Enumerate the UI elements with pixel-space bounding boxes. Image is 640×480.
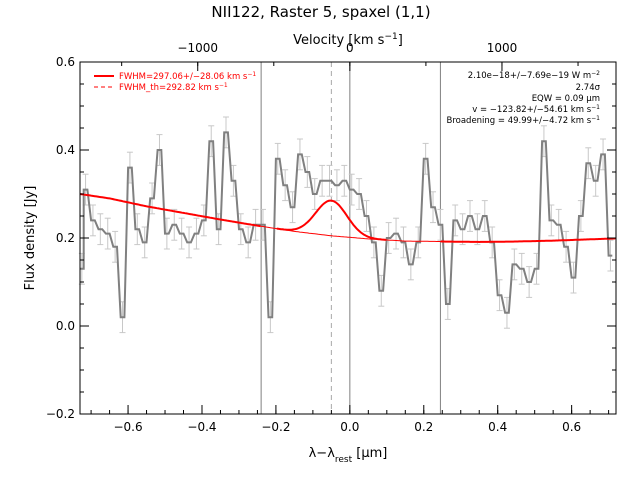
annotation-flux: 2.10e−18+/−7.69e−19 W m−2 (468, 70, 600, 82)
x-tick-label: 0.6 (562, 420, 581, 434)
top-tick-label: −1000 (177, 41, 218, 55)
series-layer (79, 131, 617, 319)
plot-frame (79, 61, 617, 415)
y-tick-label: 0.2 (56, 231, 75, 245)
annotation-velocity: v = −123.82+/−54.61 km s−1 (472, 104, 600, 116)
data-step-series (80, 131, 613, 319)
y-tick-label: −0.2 (46, 407, 75, 421)
y-axis-label: Flux density [Jy] (23, 186, 38, 291)
x-tick-label: −0.2 (261, 420, 290, 434)
fit-annotations: 2.10e−18+/−7.69e−19 W m−2 2.74σ EQW = 0.… (447, 70, 601, 127)
annotation-broadening: Broadening = 49.99+/−4.72 km s−1 (447, 115, 601, 127)
legend-entry-fwhm: FWHM=297.06+/−28.06 km s−1 (119, 71, 256, 83)
reference-lines (260, 62, 441, 414)
x-tick-label: 0.4 (488, 420, 507, 434)
top-tick-label: 0 (346, 41, 354, 55)
x-tick-label: −0.6 (113, 420, 142, 434)
top-axis-label: Velocity [km s−1] (293, 32, 403, 48)
x-tick-label: 0.0 (340, 420, 359, 434)
y-tick-label: 0.0 (56, 319, 75, 333)
top-tick-label: 1000 (487, 41, 518, 55)
annotation-eqw: EQW = 0.09 μm (532, 94, 600, 104)
x-tick-label: −0.4 (187, 420, 216, 434)
y-tick-label: 0.4 (56, 143, 75, 157)
y-tick-label: 0.6 (56, 55, 75, 69)
x-axis-label: λ−λrest [μm] (309, 446, 388, 465)
fit-line (79, 193, 616, 244)
legend: FWHM=297.06+/−28.06 km s−1 FWHM_th=292.8… (94, 71, 256, 94)
x-tick-label: 0.2 (414, 420, 433, 434)
tick-labels: −0.6 −0.4 −0.2 0.0 0.2 0.4 0.6 −0.2 0.0 0.2 0.4 0.6… (46, 41, 581, 434)
legend-entry-fwhm-th: FWHM_th=292.82 km s−1 (119, 82, 228, 94)
annotation-significance: 2.74σ (576, 83, 601, 93)
chart-title: NII122, Raster 5, spaxel (1,1) (211, 3, 430, 21)
